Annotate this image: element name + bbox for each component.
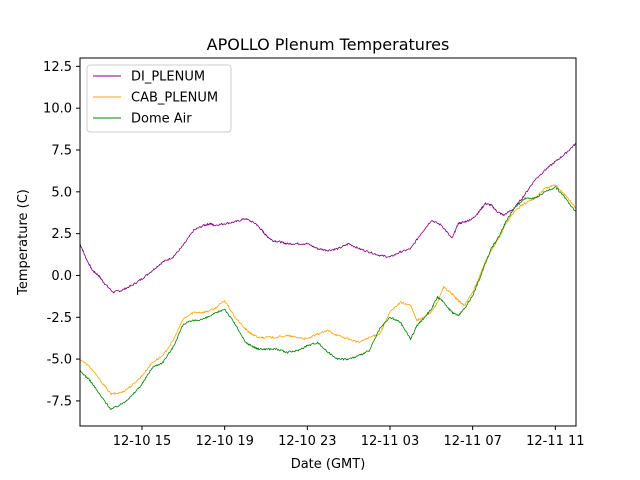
y-tick-label: 7.5 <box>51 144 72 159</box>
series-line-di-plenum <box>80 142 576 294</box>
y-axis-label: Temperature (C) <box>16 189 31 296</box>
y-tick-label: 12.5 <box>43 60 72 75</box>
x-tick-label: 12-11 03 <box>361 434 419 449</box>
x-tick-label: 12-10 19 <box>195 434 253 449</box>
y-axis: -7.5 -5.0 -2.5 0.0 2.5 5.0 7.5 10.0 12.5 <box>43 60 80 409</box>
series-layer <box>80 142 576 410</box>
x-tick-label: 12-10 15 <box>113 434 171 449</box>
x-axis-label: Date (GMT) <box>291 457 366 472</box>
legend-label: CAB_PLENUM <box>131 91 218 106</box>
legend: DI_PLENUM CAB_PLENUM Dome Air <box>86 64 232 133</box>
x-tick-label: 12-11 11 <box>526 434 584 449</box>
y-tick-label: 0.0 <box>51 269 72 284</box>
y-tick-label: 5.0 <box>51 185 72 200</box>
series-line-dome-air <box>80 186 576 410</box>
plot-frame <box>79 57 577 427</box>
y-tick-label: 2.5 <box>51 227 72 242</box>
x-tick-label: 12-11 07 <box>443 434 501 449</box>
y-tick-label: -7.5 <box>47 394 72 409</box>
x-axis: 12-10 15 12-10 19 12-10 23 12-11 03 12-11 07… <box>113 426 585 449</box>
y-tick-label: -5.0 <box>47 353 72 368</box>
y-tick-label: 10.0 <box>43 102 72 117</box>
legend-box <box>86 64 232 133</box>
y-tick-label: -2.5 <box>47 311 72 326</box>
chart-title: APOLLO Plenum Temperatures <box>207 35 450 54</box>
plot-area: 12-10 15 12-10 19 12-10 23 12-11 03 12-11 07… <box>43 57 585 449</box>
legend-label: Dome Air <box>131 112 192 127</box>
x-tick-label: 12-10 23 <box>278 434 336 449</box>
series-line-cab-plenum <box>80 184 576 396</box>
legend-label: DI_PLENUM <box>131 70 205 85</box>
